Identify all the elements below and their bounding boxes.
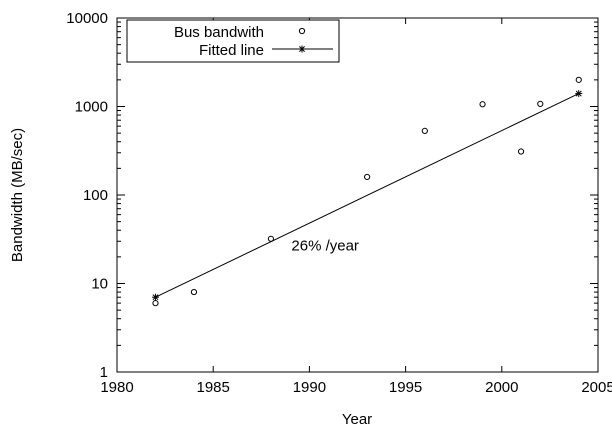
bus-bandwith-point (364, 173, 371, 181)
bus-bandwith-point (479, 101, 486, 108)
annotation-growth-rate: 26% /year (291, 237, 359, 254)
y-tick-label: 1000 (75, 99, 108, 116)
legend-box (126, 19, 340, 63)
x-tick-label: 2005 (581, 379, 612, 396)
bus-bandwith-point (575, 76, 582, 83)
legend-swatch-bus-bandwith (298, 27, 306, 35)
x-tick-label: 2000 (485, 379, 518, 396)
bus-bandwith-point (421, 127, 428, 135)
legend-label-bus-bandwith: Bus bandwith (174, 24, 264, 41)
fitted-line (155, 93, 579, 298)
ticks-layer: 1980 1985 1990 1995 2000 2005 1 10 100 1000 10000 (66, 10, 612, 396)
y-tick-label: 100 (83, 187, 108, 204)
y-axis-title: Bandwidth (MB/sec) (9, 128, 26, 262)
bus-bandwith-point (517, 148, 525, 155)
x-axis-title: Year (342, 411, 372, 428)
y-tick-label: 10 (91, 276, 108, 293)
plot-frame (116, 17, 599, 373)
legend-label-fitted-line: Fitted line (199, 42, 264, 59)
y-tick-label: 10000 (66, 10, 108, 27)
x-tick-label: 1990 (293, 379, 326, 396)
y-tick-label: 1 (100, 364, 108, 381)
bus-bandwith-point (152, 300, 159, 307)
frame-layer (116, 17, 599, 373)
x-tick-label: 1995 (389, 379, 422, 396)
x-tick-label: 1985 (197, 379, 230, 396)
legend-swatches (272, 27, 333, 53)
bus-bandwith-point (537, 100, 544, 107)
bus-bandwith-point (190, 288, 198, 296)
fitted-line-point (575, 90, 583, 98)
x-tick-label: 1980 (100, 379, 133, 396)
bus-bandwith-point (267, 235, 275, 242)
legend-swatch-fitted-line-marker (298, 45, 306, 53)
fitted-line-point (151, 293, 159, 301)
legend: Bus bandwith Fitted line (126, 19, 340, 63)
marks-layer (151, 76, 583, 307)
